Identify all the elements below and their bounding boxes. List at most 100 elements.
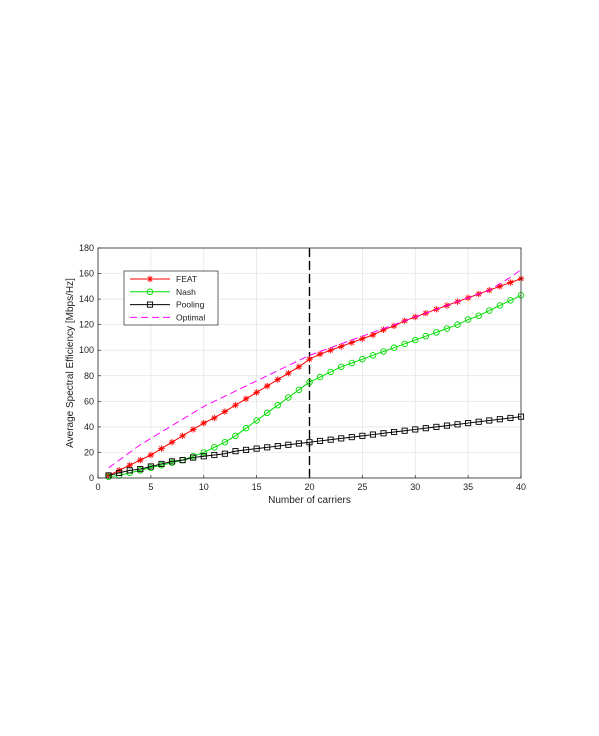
series-pooling-marker — [412, 426, 419, 433]
series-feat-line — [108, 278, 522, 476]
series-feat-marker — [189, 426, 197, 433]
legend-item-optimal: Optimal — [130, 312, 205, 322]
series-feat-marker — [390, 322, 398, 330]
series-feat-marker — [380, 326, 387, 333]
series-pooling-marker — [327, 436, 334, 443]
y-tick-label: 180 — [79, 243, 94, 253]
series-pooling-marker — [496, 416, 503, 423]
series-pooling-marker — [168, 458, 176, 465]
series-pooling-marker — [454, 421, 461, 428]
series-nash-marker — [464, 316, 472, 323]
series-pooling-marker — [391, 428, 398, 436]
legend-nash-marker — [146, 288, 154, 296]
x-tick-label: 25 — [357, 482, 367, 492]
y-tick-label: 120 — [79, 320, 94, 330]
series-nash-marker — [232, 432, 239, 440]
x-tick-label: 5 — [148, 482, 153, 492]
x-tick-label: 30 — [410, 482, 420, 492]
series-feat-marker — [359, 335, 366, 342]
y-tick-label: 160 — [79, 269, 94, 279]
series-nash-marker — [475, 312, 482, 319]
series-feat-marker — [295, 363, 303, 371]
series-nash-marker — [316, 373, 324, 381]
y-axis-label: Average Spectral Efficiency [Mbps/Hz] — [65, 278, 76, 448]
series-pooling-marker — [116, 469, 123, 476]
x-tick-label: 0 — [95, 482, 100, 492]
series-feat-marker — [126, 462, 133, 469]
series-nash-marker — [412, 336, 419, 344]
series-pooling-marker — [465, 420, 472, 427]
series-pooling-marker — [433, 423, 440, 430]
series-nash-marker — [380, 348, 387, 355]
y-tick-label: 0 — [89, 473, 94, 483]
x-tick-label: 15 — [252, 482, 262, 492]
series-feat-marker — [274, 376, 281, 383]
y-tick-label: 60 — [84, 396, 94, 406]
series-pooling-marker — [137, 466, 144, 473]
x-axis-label: Number of carriers — [268, 495, 351, 506]
series-feat-marker — [147, 451, 155, 459]
series-pooling-marker — [158, 460, 165, 467]
series-nash-marker — [496, 302, 504, 309]
series-pooling-marker — [232, 448, 239, 455]
series-pooling-marker — [147, 463, 154, 470]
series-feat-marker — [179, 432, 186, 440]
series-pooling-marker — [306, 439, 313, 446]
series-nash-marker — [306, 378, 313, 386]
legend-feat-marker — [146, 275, 154, 283]
legend-label: FEAT — [176, 274, 197, 284]
series-nash-marker — [200, 449, 207, 456]
series-nash-marker — [443, 325, 451, 332]
series-nash — [105, 292, 525, 480]
y-axis-ticks: 0 20 40 60 80 100 120 140 160 180 — [79, 243, 101, 483]
legend: FEAT Nash Pooling Optimal — [123, 270, 219, 326]
series-nash-marker — [253, 417, 260, 424]
series-feat-marker — [306, 355, 313, 363]
series-nash-marker — [263, 409, 271, 417]
series-pooling-marker — [507, 414, 514, 421]
series-pooling-marker — [486, 417, 493, 424]
legend-box — [123, 270, 219, 326]
legend-item-nash: Nash — [130, 287, 196, 297]
series-feat-marker — [158, 445, 165, 452]
series-feat-marker — [348, 339, 355, 346]
series-optimal — [108, 269, 522, 469]
series-feat-marker — [232, 401, 239, 409]
series-pooling-marker — [348, 434, 355, 441]
series-feat-marker — [211, 414, 218, 422]
legend-pooling-marker — [146, 301, 154, 308]
series-feat-marker — [253, 389, 260, 396]
series-pooling-line — [108, 416, 522, 476]
series-feat-marker — [338, 343, 345, 350]
series-pooling-marker — [295, 440, 302, 447]
series-nash-line — [108, 294, 522, 478]
series-pooling-marker — [422, 425, 429, 432]
series-nash-marker — [433, 329, 440, 336]
legend-label: Optimal — [176, 312, 205, 322]
series-nash-marker — [327, 368, 334, 376]
series-nash-marker — [454, 321, 461, 328]
series-nash-marker — [274, 401, 282, 409]
series-pooling-marker — [401, 427, 408, 434]
y-tick-label: 20 — [84, 447, 94, 457]
x-axis-ticks: 0 5 10 15 20 25 30 35 40 — [95, 475, 526, 492]
series-feat-marker — [221, 408, 229, 415]
series-pooling-marker — [443, 422, 451, 429]
y-tick-label: 100 — [79, 345, 94, 355]
series-pooling-marker — [242, 446, 250, 453]
series-nash-marker — [422, 332, 430, 340]
legend-label: Pooling — [176, 300, 205, 310]
series-feat-marker — [369, 331, 377, 339]
series-pooling-marker — [359, 432, 366, 439]
series-optimal-line — [108, 269, 522, 469]
series-feat-marker — [507, 279, 514, 286]
series-feat-marker — [242, 395, 250, 402]
series-pooling-marker — [221, 450, 228, 457]
y-tick-label: 140 — [79, 294, 94, 304]
x-tick-label: 20 — [304, 482, 314, 492]
series-pooling-marker — [274, 443, 281, 450]
series-feat-marker — [264, 382, 271, 390]
series-nash-marker — [221, 438, 229, 446]
series-nash-marker — [401, 340, 408, 348]
series-feat-marker — [316, 350, 324, 358]
